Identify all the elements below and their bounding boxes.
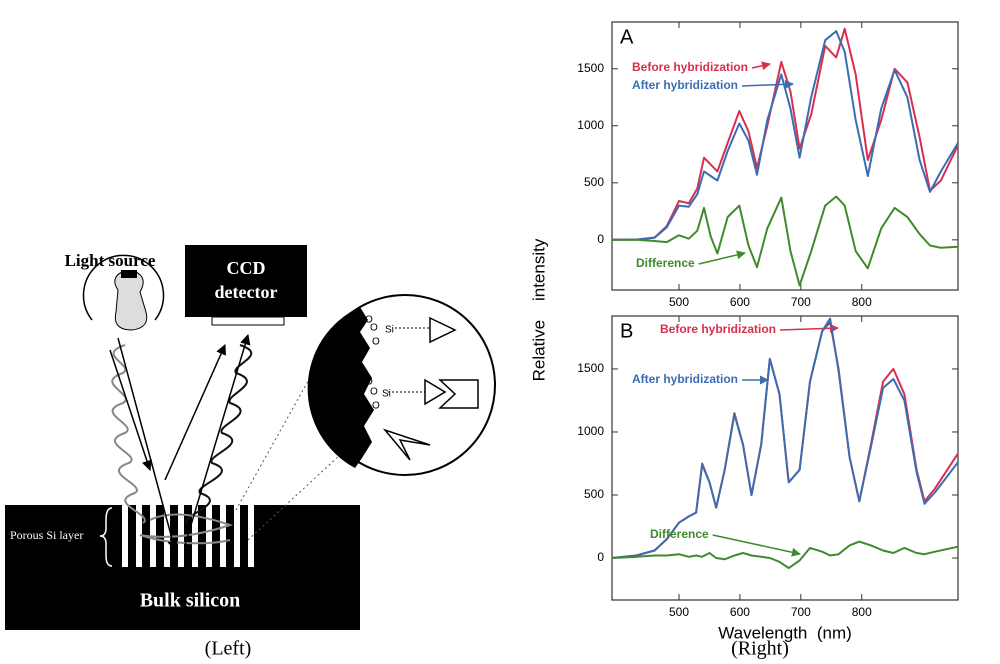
caption-left: (Left)	[205, 638, 252, 660]
plot-frame	[611, 21, 959, 291]
molecule-label: O	[372, 337, 380, 348]
x-tick-label: 800	[852, 605, 872, 619]
x-tick-label: 800	[852, 295, 872, 309]
left-diagram: Porous Si layer Bulk silicon Light sourc…	[5, 245, 496, 630]
series-line	[612, 195, 959, 287]
bulk-label: Bulk silicon	[140, 590, 241, 612]
series-label: After hybridization	[632, 78, 738, 92]
layer-bracket	[99, 507, 113, 567]
molecule-label: O	[365, 377, 373, 388]
ccd-label: CCD	[227, 258, 266, 278]
series-label: Before hybridization	[632, 60, 748, 74]
x-axis-label: Wavelength (nm)	[718, 623, 852, 642]
panel-label: B	[620, 320, 633, 342]
ccd-box	[185, 245, 307, 317]
molecule-label: O	[372, 401, 380, 412]
y-tick-label: 0	[597, 232, 604, 246]
bulb-base	[121, 270, 137, 278]
molecule-label: Si	[382, 389, 391, 400]
bulb-reflector	[82, 254, 165, 321]
y-tick-label: 500	[584, 487, 604, 501]
y-tick-label: 1500	[577, 361, 604, 375]
x-tick-label: 600	[730, 605, 750, 619]
series-label: Difference	[650, 527, 709, 541]
molecule-label: O	[365, 315, 373, 326]
series-label: Difference	[636, 256, 695, 270]
target	[382, 428, 431, 461]
panel-label: A	[620, 26, 634, 48]
incident-wave	[111, 344, 146, 524]
series-line	[611, 317, 959, 559]
y-tick-label: 0	[597, 550, 604, 564]
reflected-ray	[164, 344, 226, 481]
ccd-label: detector	[215, 282, 278, 302]
series-label: After hybridization	[632, 372, 738, 386]
x-tick-label: 700	[791, 295, 811, 309]
ccd-window	[211, 316, 285, 326]
molecule-label: O	[370, 323, 378, 334]
x-tick-label: 600	[730, 295, 750, 309]
series-line	[611, 30, 959, 241]
y-tick-label: 500	[584, 175, 604, 189]
series-arrow	[779, 323, 839, 333]
x-tick-label: 700	[791, 605, 811, 619]
y-tick-label: 1000	[577, 118, 604, 132]
target	[438, 379, 479, 409]
linker	[388, 327, 430, 393]
zoom-line	[247, 454, 341, 541]
molecule-label: Si	[385, 325, 394, 336]
molecule-label: O	[370, 387, 378, 398]
plot-frame	[611, 315, 959, 601]
incident-ray	[117, 337, 178, 552]
series-arrow	[751, 61, 771, 71]
incident-ray	[109, 349, 152, 471]
y-axis-label: Relative intensity	[529, 238, 548, 381]
series-label: Before hybridization	[660, 322, 776, 336]
bulb	[114, 271, 148, 331]
series-line	[611, 540, 959, 570]
probe	[424, 378, 447, 406]
series-arrow	[698, 250, 746, 265]
y-tick-label: 1000	[577, 424, 604, 438]
caption-right: (Right)	[731, 638, 789, 660]
probe	[429, 316, 457, 344]
series-arrow	[712, 534, 801, 557]
x-tick-label: 500	[669, 605, 689, 619]
reflected-ray	[184, 333, 251, 546]
series-arrow	[741, 79, 794, 89]
series-line	[611, 27, 959, 241]
x-tick-label: 500	[669, 295, 689, 309]
silicon-surface	[307, 307, 374, 468]
y-tick-label: 1500	[577, 61, 604, 75]
trapped-wave	[139, 513, 234, 545]
porous-layer-label: Porous Si layer	[10, 528, 83, 542]
charts: 0 500 1000 1500 500 600 700 800 A Before hybridiz…	[529, 21, 959, 642]
